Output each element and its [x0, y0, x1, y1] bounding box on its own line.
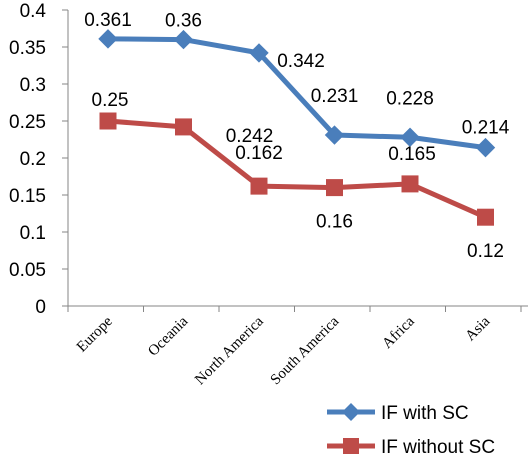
series-layer — [98, 29, 496, 226]
data-point-marker — [98, 29, 118, 49]
data-point-marker — [250, 177, 268, 195]
data-label: 0.12 — [467, 241, 504, 262]
y-tick-label: 0.35 — [9, 38, 46, 59]
data-label: 0.165 — [388, 144, 436, 165]
legend-marker — [343, 438, 359, 454]
legend-marker — [342, 403, 360, 421]
legend-label: IF without SC — [381, 437, 495, 458]
data-point-marker — [99, 112, 117, 130]
series-line — [107, 36, 486, 151]
data-label: 0.228 — [386, 88, 434, 109]
y-tick-label: 0 — [35, 297, 46, 318]
data-point-marker — [475, 137, 496, 158]
data-point-marker — [324, 125, 345, 145]
data-label: 0.242 — [226, 126, 274, 147]
legend-label: IF with SC — [381, 403, 469, 424]
data-point-marker — [477, 208, 494, 226]
data-point-marker — [326, 179, 343, 197]
x-tick-label: South America — [268, 313, 343, 388]
y-tick-label: 0.2 — [20, 149, 46, 170]
data-label: 0.231 — [311, 86, 359, 107]
data-point-marker — [401, 175, 419, 193]
data-point-marker — [400, 127, 420, 147]
x-tick-label: Africa — [379, 313, 418, 352]
series-line — [107, 118, 487, 220]
data-label: 0.25 — [92, 90, 129, 111]
y-tick-label: 0.3 — [20, 75, 46, 96]
legend: IF with SC IF without SC — [327, 403, 495, 458]
axes: 0 0.05 0.1 0.15 0.2 0.25 0.3 0.35 0.4 Europe Ocean… — [9, 1, 528, 388]
data-label: 0.162 — [235, 143, 283, 164]
y-tick-label: 0.1 — [20, 223, 46, 244]
data-point-marker — [173, 29, 194, 50]
data-point-marker — [175, 118, 192, 136]
data-label: 0.16 — [316, 212, 353, 233]
x-tick-label: Europe — [74, 313, 116, 355]
y-tick-label: 0.15 — [9, 186, 46, 207]
y-tick-label: 0.25 — [9, 112, 46, 133]
y-tick-label: 0.05 — [9, 260, 46, 281]
data-point-marker — [249, 43, 269, 63]
y-tick-label: 0.4 — [20, 1, 47, 22]
data-label: 0.36 — [165, 11, 202, 32]
x-tick-label: North America — [192, 313, 267, 388]
data-label: 0.342 — [277, 51, 325, 72]
x-tick-label: Asia — [463, 313, 494, 344]
data-label: 0.214 — [462, 118, 510, 139]
x-tick-label: Oceania — [145, 313, 191, 359]
data-label: 0.361 — [84, 10, 132, 31]
